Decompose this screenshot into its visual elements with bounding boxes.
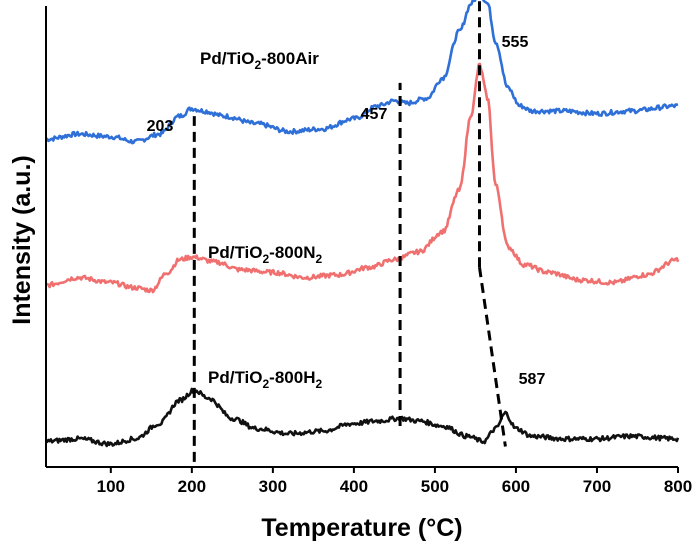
peak-label-555: 555 xyxy=(502,34,529,51)
x-tick-label: 500 xyxy=(421,477,449,496)
x-tick-label: 100 xyxy=(97,477,125,496)
x-tick-label: 200 xyxy=(178,477,206,496)
plot-area xyxy=(44,0,680,448)
x-tick-label: 600 xyxy=(502,477,530,496)
y-axis-title: Intensity (a.u.) xyxy=(8,155,36,324)
series-line-1 xyxy=(45,62,680,294)
x-tick-label: 400 xyxy=(340,477,368,496)
series-label-0: Pd/TiO2-800Air xyxy=(200,49,319,72)
peak-label-587: 587 xyxy=(519,371,546,388)
x-axis-title: Temperature (°C) xyxy=(261,514,462,542)
series-line-2 xyxy=(44,387,680,448)
peak-label-457: 457 xyxy=(361,106,388,123)
peak-markers xyxy=(192,0,507,462)
x-tick-label: 700 xyxy=(583,477,611,496)
axes xyxy=(45,6,679,473)
x-tick-label: 800 xyxy=(664,477,692,496)
series-label-2: Pd/TiO2-800H2 xyxy=(208,368,322,391)
x-tick-label: 300 xyxy=(259,477,287,496)
series-label-1: Pd/TiO2-800N2 xyxy=(208,243,322,266)
labels: 100 200 300 400 500 600 700 800 Temperature (°C)… xyxy=(8,34,692,542)
series-line-0 xyxy=(45,0,679,145)
peak-label-203: 203 xyxy=(147,118,174,135)
dashed-line-587 xyxy=(478,267,507,447)
